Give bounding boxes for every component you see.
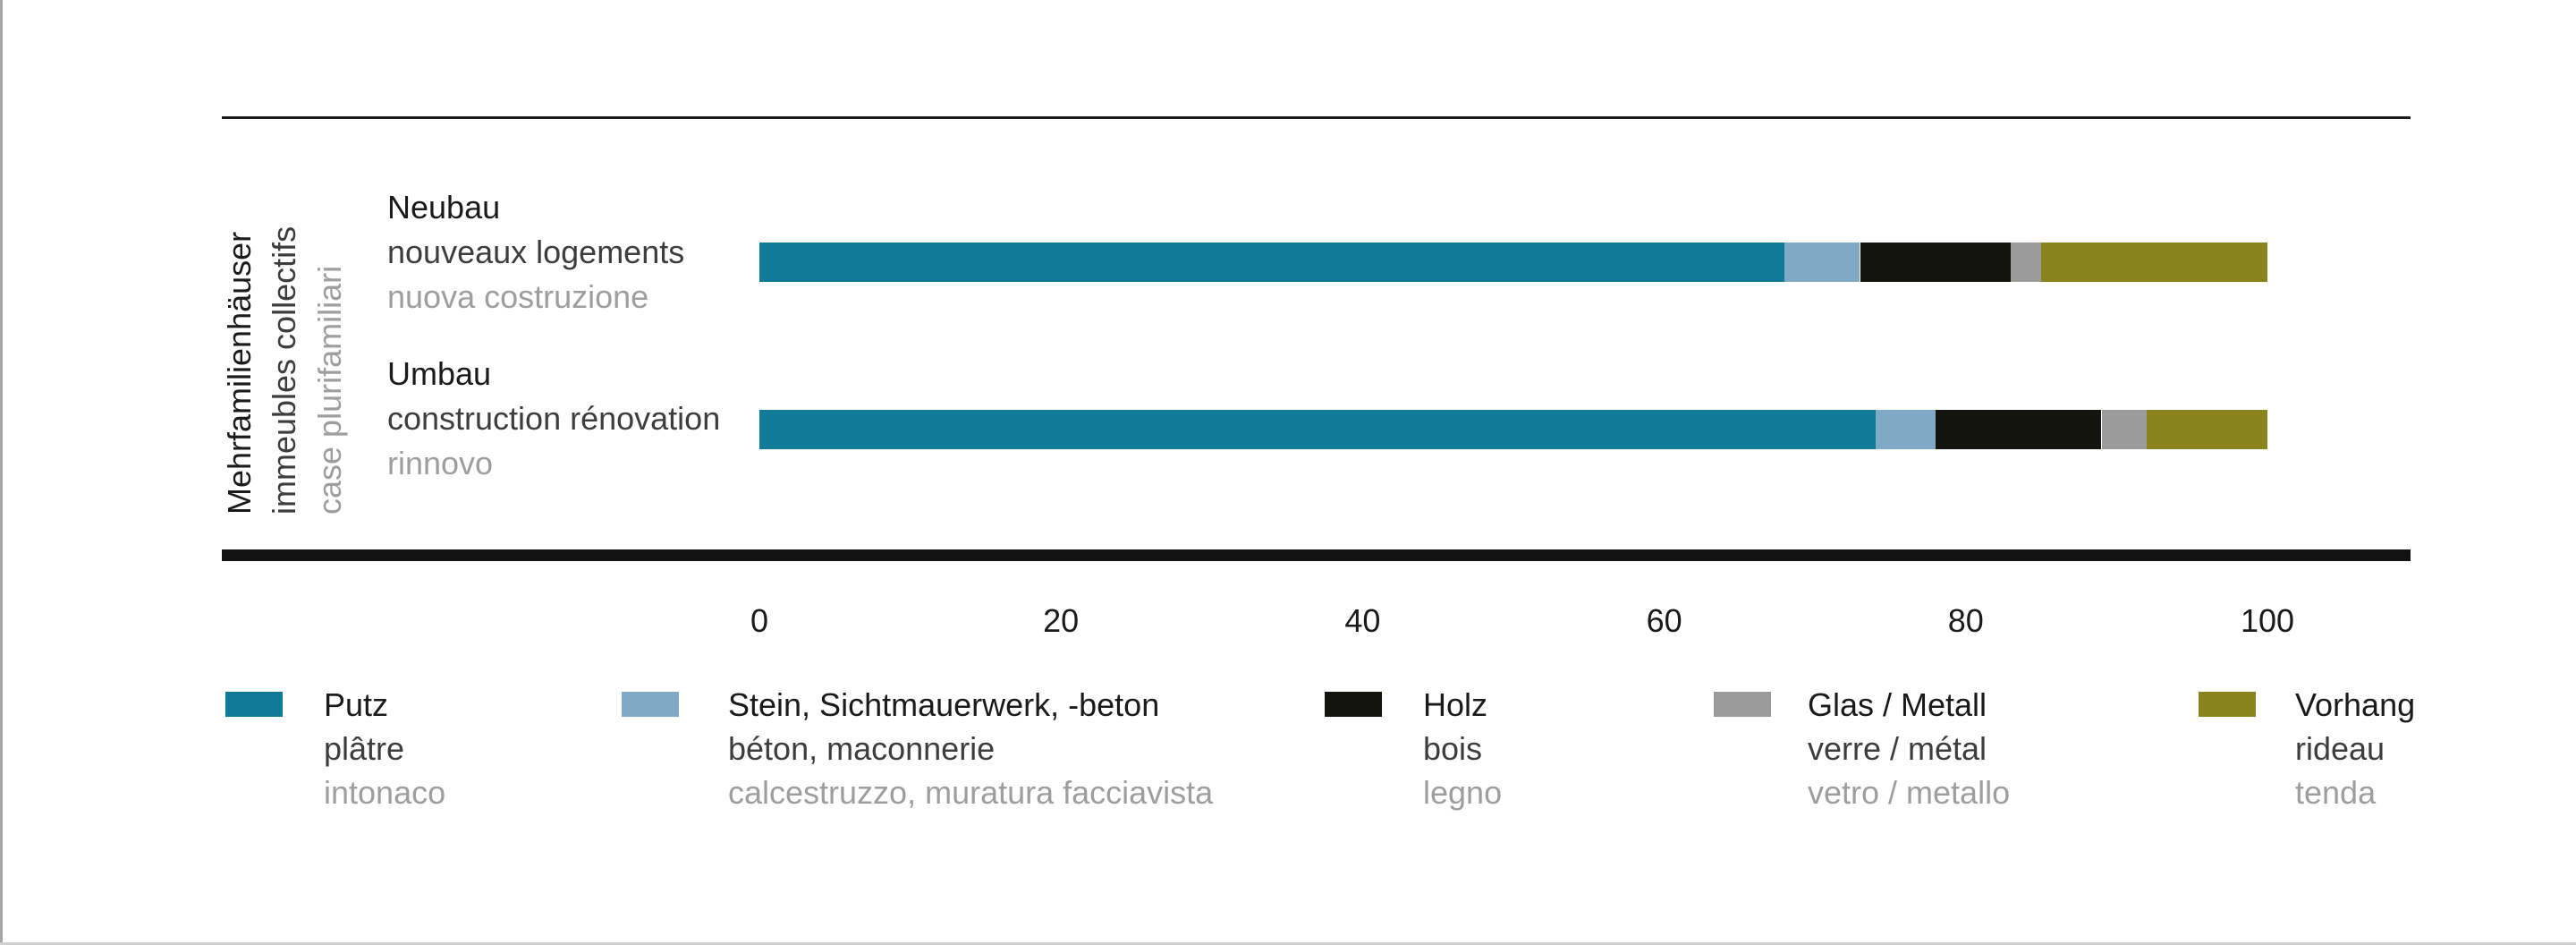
window-bottom-border [0,942,2576,945]
x-tick-0: 0 [750,602,769,639]
legend-swatch-2 [622,692,679,717]
bar-segment [1936,410,2101,449]
bar-segment [2147,410,2267,449]
label-line-it: tenda [2295,774,2377,811]
legend-swatch-3 [1325,692,1382,717]
label-line-de: Putz [324,686,389,723]
legend-label-5: Vorhang rideau tenda [2295,683,2415,814]
label-line-de: Neubau [387,189,501,226]
label-line-fr: plâtre [324,730,405,767]
legend-swatch-5 [2199,692,2256,717]
label-line-de: Stein, Sichtmauerwerk, -beton [728,686,1160,723]
window-left-border [0,0,3,945]
bar-segment [1860,243,2012,282]
legend-label-1: Putz plâtre intonaco [324,683,445,814]
x-tick-60: 60 [1646,602,1682,639]
label-line-it: rinnovo [387,445,494,481]
bar-segment [2011,243,2041,282]
label-line-it: legno [1423,774,1503,811]
label-line-de: Vorhang [2295,686,2416,723]
bar-segment [2041,243,2267,282]
legend-label-2: Stein, Sichtmauerwerk, -beton béton, maco… [728,683,1213,814]
legend-swatch-1 [225,692,283,717]
row-label-2: Umbau construction rénovation rinnovo [387,352,720,486]
label-line-fr: verre / métal [1808,730,1987,767]
chart-top-rule [222,116,2411,119]
bar-segment [759,243,1784,282]
legend-label-3: Holz bois legno [1423,683,1502,814]
label-line-fr: rideau [2295,730,2385,767]
label-line-fr: béton, maconnerie [728,730,996,767]
label-line-it: vetro / metallo [1808,774,2011,811]
bar-segment [2102,410,2148,449]
legend-label-4: Glas / Metall verre / métal vetro / metall… [1808,683,2010,814]
x-tick-100: 100 [2240,602,2295,639]
label-line-it: nuova costruzione [387,278,649,315]
bar-segment [1784,243,1860,282]
bar-segment [759,410,1876,449]
label-line-de: Umbau [387,355,492,392]
row-label-1: Neubau nouveaux logements nuova costruzion… [387,185,684,319]
label-line-fr: construction rénovation [387,400,721,437]
stacked-bar-1 [759,243,2267,282]
x-axis-line [222,549,2411,561]
bar-segment [1876,410,1936,449]
label-line-de: Glas / Metall [1808,686,1987,723]
label-line-de: Holz [1423,686,1488,723]
label-line-it: calcestruzzo, muratura facciavista [728,774,1214,811]
x-tick-80: 80 [1947,602,1984,639]
stacked-bar-2 [759,410,2267,449]
label-line-fr: bois [1423,730,1483,767]
group-label-de: Mehrfamilienhäuser [221,231,258,515]
group-label-fr: immeubles collectifs [266,226,302,515]
label-line-it: intonaco [324,774,446,811]
legend-swatch-4 [1714,692,1771,717]
x-tick-20: 20 [1043,602,1080,639]
x-tick-40: 40 [1344,602,1381,639]
label-line-fr: nouveaux logements [387,234,685,270]
group-label-it: case plurifamiliari [311,265,348,515]
